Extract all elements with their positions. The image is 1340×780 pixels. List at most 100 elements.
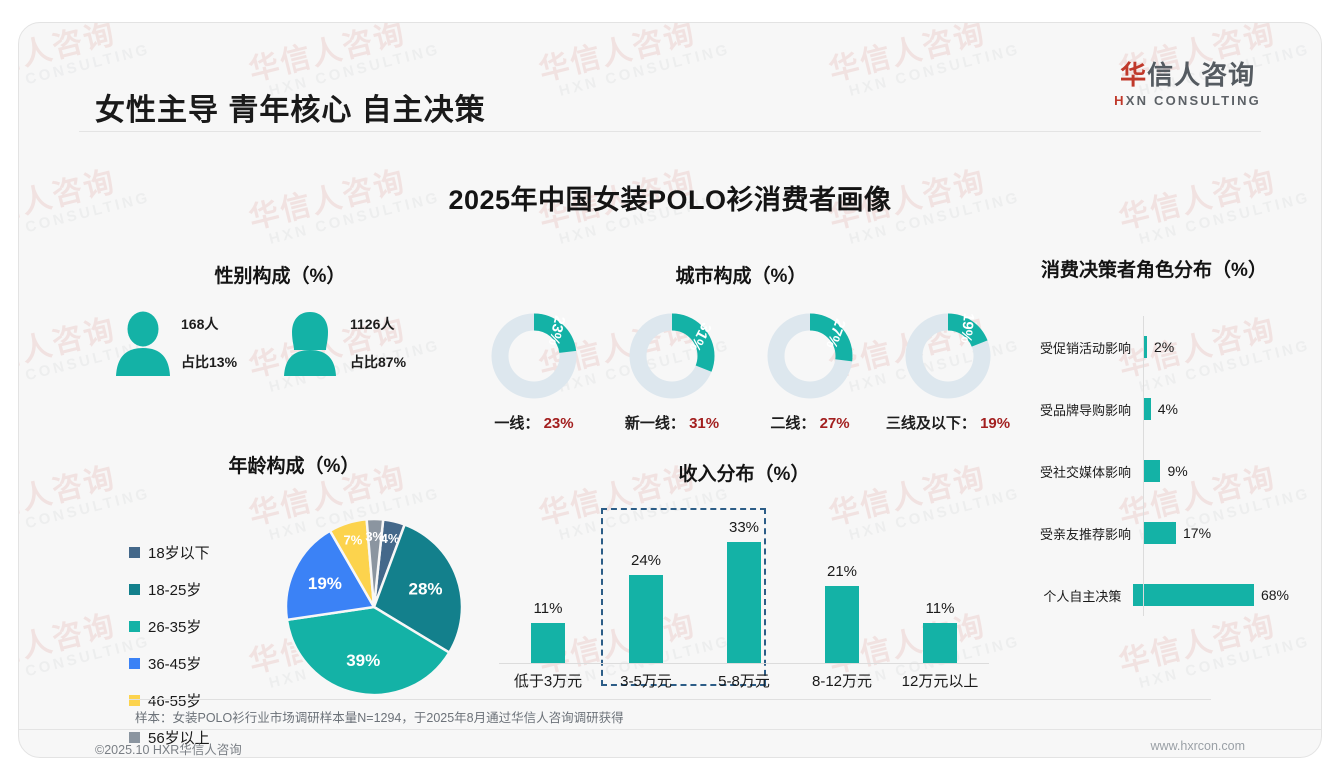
city-name: 一线： <box>494 415 540 432</box>
gender-composition-panel: 性别构成（%） 168人 占比13% 1126人 <box>115 261 445 376</box>
gender-item-male: 168人 占比13% <box>115 310 280 376</box>
age-legend-item-2: 18-25岁 <box>129 579 210 600</box>
gender-female-count: 1126人 <box>350 316 395 332</box>
city-donut-label: 二线： 27% <box>747 412 873 433</box>
city-name: 二线： <box>770 415 816 432</box>
gender-male-text: 168人 占比13% <box>181 314 237 372</box>
gender-male-share: 占比13% <box>181 354 238 370</box>
logo-chinese: 华信人咨询 <box>1114 61 1261 90</box>
age-legend-label: 46-55岁 <box>148 693 202 710</box>
income-bar-column-4: 21% <box>793 508 891 663</box>
age-composition-panel: 年龄构成（%） 18岁以下 18-25岁 26-35岁 36-45岁 46-55岁 56岁… <box>129 451 464 747</box>
decision-row-3: 受社交媒体影响 9% <box>1019 440 1289 502</box>
income-section-title: 收入分布（%） <box>678 464 810 485</box>
income-category-labels: 低于3万元 3-5万元 5-8万元 8-12万元 12万元以上 <box>499 670 989 691</box>
income-bar <box>531 622 565 663</box>
age-legend-label: 18-25岁 <box>148 582 202 599</box>
income-axis-line <box>499 663 989 664</box>
city-value: 19% <box>975 415 1011 432</box>
legend-swatch-icon <box>129 547 140 558</box>
slide-header: 女性主导 青年核心 自主决策 华信人咨询 HXN CONSULTING <box>19 23 1321 133</box>
decision-rows: 受促销活动影响 2% 受品牌导购影响 4% 受社交媒体影响 9% 受亲友推荐影响 17% 个人自… <box>1019 316 1289 626</box>
income-bar-value: 24% <box>630 552 662 569</box>
decision-bar <box>1143 522 1176 544</box>
legend-swatch-icon <box>129 732 140 743</box>
decision-row-1: 受促销活动影响 2% <box>1019 316 1289 378</box>
city-value: 31% <box>684 415 720 432</box>
decision-bar <box>1133 584 1254 606</box>
decision-label: 受社交媒体影响 <box>1039 464 1131 480</box>
decision-axis-line <box>1143 316 1144 616</box>
decision-row-2: 受品牌导购影响 4% <box>1019 378 1289 440</box>
gender-row: 168人 占比13% 1126人 占比87% <box>115 310 445 376</box>
sample-divider <box>129 699 1211 700</box>
legend-swatch-icon <box>129 658 140 669</box>
income-distribution-panel: 收入分布（%） 11% 24% 33% 21% 11% 低于3万元 3-5万元 5-8万元 8… <box>499 459 989 690</box>
age-legend-item-5: 46-55岁 <box>129 690 210 711</box>
decision-section-title: 消费决策者角色分布（%） <box>1041 260 1267 281</box>
gender-item-female: 1126人 占比87% <box>280 310 445 376</box>
income-bar <box>629 575 663 663</box>
decision-role-panel: 消费决策者角色分布（%） 受促销活动影响 2% 受品牌导购影响 4% 受社交媒体影响 9%… <box>1019 255 1289 626</box>
income-category-label: 5-8万元 <box>718 673 770 690</box>
city-name: 新一线： <box>624 415 685 432</box>
logo-english: HXN CONSULTING <box>1114 93 1261 108</box>
pie-slice-label-1: 4% <box>381 531 400 546</box>
age-legend-item-3: 26-35岁 <box>129 616 210 637</box>
decision-label: 受品牌导购影响 <box>1039 402 1131 418</box>
decision-value: 4% <box>1157 401 1178 417</box>
copyright-text: ©2025.10 HXR华信人咨询 <box>95 743 242 757</box>
age-pie-svg: 4% 28% 39% 19% 7% 3% <box>284 517 464 697</box>
age-pie-chart: 4% 28% 39% 19% 7% 3% <box>283 516 465 698</box>
decision-label: 个人自主决策 <box>1043 588 1122 604</box>
legend-swatch-icon <box>129 584 140 595</box>
decision-bar <box>1143 336 1147 358</box>
income-bars: 11% 24% 33% 21% 11% <box>499 508 989 663</box>
gender-female-share: 占比87% <box>350 354 407 370</box>
city-section-title: 城市构成（%） <box>675 266 807 287</box>
decision-value: 68% <box>1260 587 1289 603</box>
decision-value: 2% <box>1154 339 1175 355</box>
decision-label: 受亲友推荐影响 <box>1039 526 1131 542</box>
age-legend-label: 26-35岁 <box>148 619 202 636</box>
donut-percent-label: 19% <box>957 312 977 344</box>
income-bar-column-2: 24% <box>597 508 695 663</box>
age-legend-item-1: 18岁以下 <box>129 542 210 563</box>
pie-slice-6 <box>365 517 385 608</box>
donut-ring: 31% <box>624 308 720 404</box>
income-bar-column-3: 33% <box>695 508 793 663</box>
header-title: 女性主导 青年核心 自主决策 <box>95 94 486 127</box>
age-legend-label: 36-45岁 <box>148 656 202 673</box>
age-legend-label: 56岁以上 <box>148 730 210 747</box>
income-category-label: 低于3万元 <box>513 673 583 690</box>
city-name: 三线及以下： <box>885 415 976 432</box>
donut-percent-label: 23% <box>545 314 568 347</box>
header-divider <box>79 131 1261 132</box>
income-bar-column-1: 11% <box>499 508 597 663</box>
decision-bar <box>1143 398 1151 420</box>
pie-slice-label-2: 28% <box>409 580 443 599</box>
income-category-label: 3-5万元 <box>620 673 672 690</box>
city-value: 27% <box>815 415 850 432</box>
female-silhouette-icon <box>284 312 336 376</box>
sample-note: 样本：女装POLO衫行业市场调研样本量N=1294，于2025年8月通过华信人咨… <box>135 711 624 725</box>
city-composition-panel: 城市构成（%） 23% 一线： 23% 31% 新一线： 31% 27% 二线： 27% 1… <box>471 261 1011 433</box>
pie-slice-label-6: 3% <box>365 529 384 544</box>
legend-swatch-icon <box>129 621 140 632</box>
city-donut-label: 三线及以下： 19% <box>885 412 1011 433</box>
age-legend-label: 18岁以下 <box>148 545 210 562</box>
income-highlight-box <box>601 508 766 686</box>
pie-slice-2 <box>372 522 464 655</box>
city-donut-3: 27% 二线： 27% <box>747 308 873 433</box>
income-bar <box>727 542 761 663</box>
decision-value: 9% <box>1167 463 1188 479</box>
slide-canvas: 华信人咨询 HXN CONSULTING 华信人咨询 HXN CONSULTING 华信… <box>18 22 1322 758</box>
age-legend: 18岁以下 18-25岁 26-35岁 36-45岁 46-55岁 56岁以上 <box>129 542 210 757</box>
decision-value: 17% <box>1183 525 1212 541</box>
legend-swatch-icon <box>129 695 140 706</box>
pie-slice-3 <box>285 605 451 697</box>
decision-bar <box>1143 460 1161 482</box>
decision-chart-body: 受促销活动影响 2% 受品牌导购影响 4% 受社交媒体影响 9% 受亲友推荐影响 17% 个人自… <box>1019 316 1289 626</box>
